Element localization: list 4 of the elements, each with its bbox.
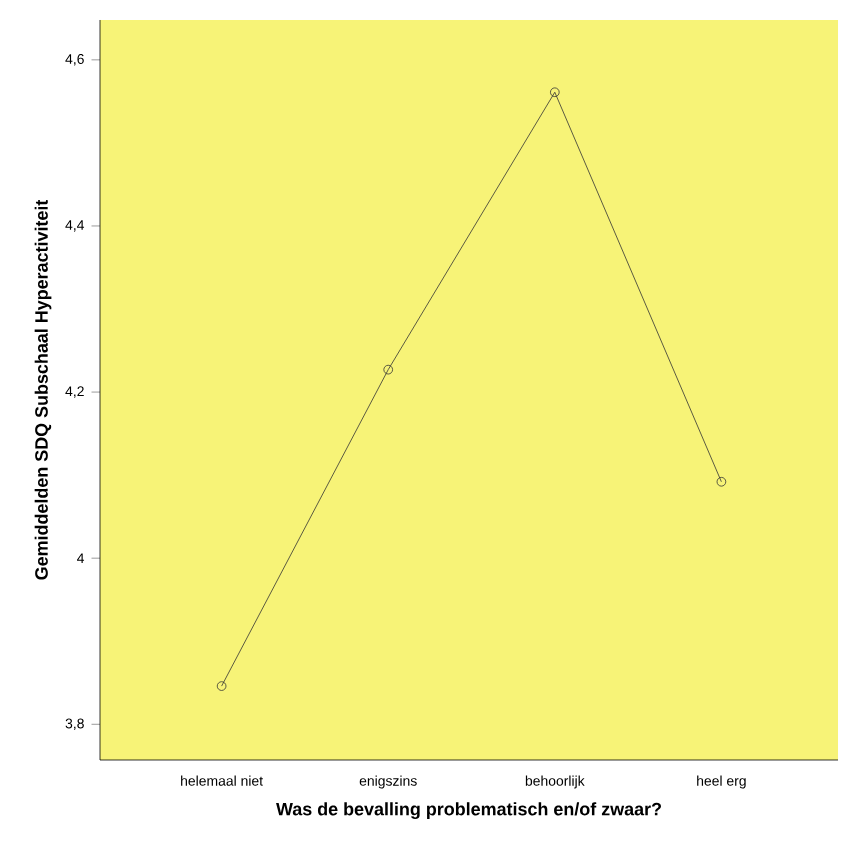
- point: [550, 87, 560, 98]
- point: [383, 364, 393, 375]
- y-axis-title: Gemiddelden SDQ Subschaal Hyperactiviteit: [34, 199, 52, 580]
- x-axis-title: Was de bevalling problematisch en/of zwaar?: [276, 802, 661, 820]
